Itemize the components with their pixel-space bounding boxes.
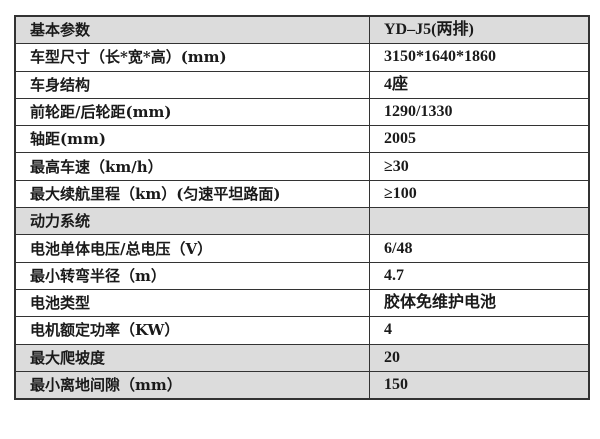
table-row: 前轮距/后轮距(mm) 1290/1330: [14, 97, 590, 127]
table-row: 电池单体电压/总电压（V） 6/48: [14, 234, 590, 263]
param-value: ≥100: [369, 179, 590, 209]
table-row: 动力系统: [14, 207, 590, 236]
param-label: 轴距(mm): [14, 125, 370, 154]
param-label: 最小离地间隙（mm）: [14, 370, 370, 400]
table-row: 最大续航里程（km）(匀速平坦路面) ≥100: [14, 179, 590, 209]
param-value: 4.7: [369, 261, 590, 290]
param-label: 电池单体电压/总电压（V）: [14, 234, 370, 263]
table-row: 车身结构 4座: [14, 70, 590, 99]
spec-table: 基本参数 YD–J5(两排) 车型尺寸（长*宽*高）(mm) 3150*1640*18…: [14, 15, 590, 401]
param-value: [369, 207, 590, 236]
table-row: 电池类型 胶体免维护电池: [14, 288, 590, 318]
param-label: 基本参数: [14, 15, 370, 45]
table-row: 电机额定功率（KW） 4: [14, 316, 590, 345]
param-label: 车型尺寸（长*宽*高）(mm): [14, 43, 370, 72]
param-value: 胶体免维护电池: [369, 288, 590, 318]
param-label: 前轮距/后轮距(mm): [14, 97, 370, 127]
param-label: 最高车速（km/h）: [14, 152, 370, 181]
param-label: 最小转弯半径（m）: [14, 261, 370, 290]
param-label: 电机额定功率（KW）: [14, 316, 370, 345]
param-value: 3150*1640*1860: [369, 43, 590, 72]
param-value: 4: [369, 316, 590, 345]
param-value: ≥30: [369, 152, 590, 181]
param-label: 最大爬坡度: [14, 343, 370, 372]
param-value: YD–J5(两排): [369, 15, 590, 45]
param-label: 最大续航里程（km）(匀速平坦路面): [14, 179, 370, 209]
table-row: 基本参数 YD–J5(两排): [14, 15, 590, 45]
table-row: 最小离地间隙（mm） 150: [14, 370, 590, 400]
param-value: 2005: [369, 125, 590, 154]
param-value: 1290/1330: [369, 97, 590, 127]
param-label: 动力系统: [14, 207, 370, 236]
table-row: 轴距(mm) 2005: [14, 125, 590, 154]
param-value: 6/48: [369, 234, 590, 263]
param-label: 电池类型: [14, 288, 370, 318]
param-value: 20: [369, 343, 590, 372]
table-row: 最大爬坡度 20: [14, 343, 590, 372]
param-value: 150: [369, 370, 590, 400]
param-value: 4座: [369, 70, 590, 99]
table-row: 最高车速（km/h） ≥30: [14, 152, 590, 181]
param-label: 车身结构: [14, 70, 370, 99]
table-row: 最小转弯半径（m） 4.7: [14, 261, 590, 290]
table-row: 车型尺寸（长*宽*高）(mm) 3150*1640*1860: [14, 43, 590, 72]
